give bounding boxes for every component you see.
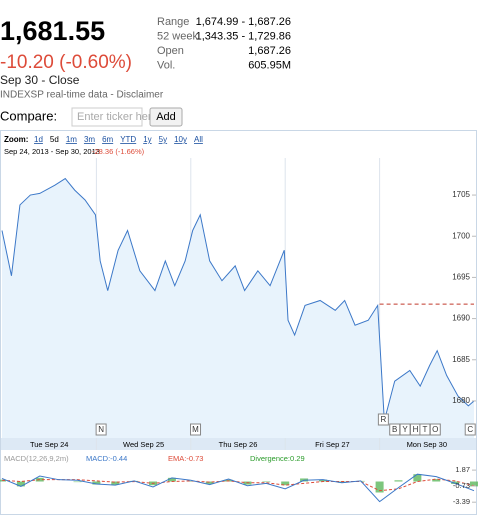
flag-label: T (422, 425, 427, 434)
zoom-option[interactable]: All (194, 135, 203, 144)
flag[interactable] (464, 423, 476, 436)
compare-placeholder: Enter ticker here (77, 111, 158, 123)
y-tick-label: 1685 (452, 355, 470, 364)
x-tick-label: Tue Sep 24 (30, 440, 69, 449)
flag-label: R (380, 415, 386, 424)
flag-label: C (467, 425, 473, 434)
flag[interactable] (190, 423, 202, 436)
price: 1,681.55 (0, 16, 105, 46)
y-tick-label: 1690 (452, 314, 470, 323)
plot: Tue Sep 24 Wed Sep 25 Thu Sep 26 Fri Sep 27… (0, 158, 478, 506)
stat-label: 52 week (157, 30, 198, 42)
stat-label: Vol. (157, 59, 175, 71)
y-tick-label: 1700 (452, 231, 470, 240)
add-button[interactable] (149, 107, 183, 127)
stat-label: Open (157, 45, 184, 57)
macd-y-tick-label: -0.73 (453, 481, 470, 490)
macd-y-tick-label: 1.87 (455, 465, 470, 474)
zoom-option[interactable]: 5y (159, 135, 167, 144)
flag[interactable] (95, 423, 107, 436)
x-tick-label: Fri Sep 27 (315, 440, 350, 449)
divergence-label: Divergence:0.29 (250, 454, 305, 463)
change: -10.20 (-0.60%) (0, 52, 132, 73)
stat-value: 1,343.35 - 1,729.86 (196, 30, 291, 42)
divergence-bar (318, 479, 327, 482)
x-tick-label: Wed Sep 25 (123, 440, 164, 449)
divergence-bar (92, 481, 101, 485)
divergence-bar (375, 481, 384, 493)
stats: Range 1,674.99 - 1,687.26 52 week1,343.35 … (157, 16, 291, 72)
divergence-bar (394, 480, 403, 482)
ema-label: EMA:-0.73 (168, 454, 203, 463)
stat-value: 1,687.26 (248, 45, 291, 57)
divergence-bar (451, 481, 460, 484)
divergence-bar (432, 479, 441, 482)
price-line (1, 177, 475, 421)
divergence-bar (205, 481, 214, 484)
macd-label: MACD:-0.44 (86, 454, 127, 463)
divergence-bar (16, 481, 25, 487)
flag-label: Y (402, 425, 408, 434)
range: Sep 24, 2013 - Sep 30, 2013 (4, 147, 100, 156)
stat-value: 1,674.99 - 1,687.26 (196, 16, 291, 28)
flag[interactable] (429, 423, 441, 436)
zoom-label: Zoom: (4, 135, 28, 144)
zoom-option[interactable]: 5d (50, 135, 59, 144)
zoom-option[interactable]: 1y (143, 135, 151, 144)
divergence-bar (337, 481, 346, 483)
price-area (2, 178, 474, 438)
compare-label: Compare: (0, 108, 57, 123)
macd-y-tick-label: -3.39 (453, 497, 470, 506)
zoom-options: 1d 5d 1m 3m 6m YTD 1y 5y 10y All (34, 135, 203, 144)
divergence-bar (281, 481, 290, 486)
x-tick-label: Thu Sep 26 (219, 440, 258, 449)
zoom-option[interactable]: 1d (34, 135, 43, 144)
macd-line (1, 473, 475, 503)
range-change: -28.36 (-1.66%) (92, 147, 145, 156)
stat-label: Range (157, 16, 189, 28)
flag-label: O (432, 425, 438, 434)
flag-label: B (392, 425, 397, 434)
macd-title: MACD(12,26,9,2m) (4, 454, 69, 463)
divergence-bar (186, 480, 195, 482)
stat-value: 605.95M (248, 59, 291, 71)
ema-line (1, 478, 475, 492)
divergence-bar (470, 481, 478, 487)
flag[interactable] (377, 413, 389, 426)
zoom-option[interactable]: 1m (66, 135, 77, 144)
zoom-option[interactable]: 3m (84, 135, 95, 144)
divergence-bar (73, 481, 82, 483)
add-button-label: Add (156, 111, 176, 123)
zoom-option[interactable]: 10y (174, 135, 187, 144)
date-band (1, 438, 476, 450)
flag-label: N (98, 425, 104, 434)
y-tick-label: 1695 (452, 273, 470, 282)
divergence-bar (413, 474, 422, 482)
compare-input[interactable] (71, 107, 143, 127)
flag-label: H (413, 425, 419, 434)
zoom-option[interactable]: 6m (102, 135, 113, 144)
status: Sep 30 - Close (0, 73, 80, 87)
divergence-bar (262, 481, 271, 483)
y-tick-label: 1705 (452, 190, 470, 199)
zoom-option[interactable]: YTD (120, 135, 136, 144)
source[interactable]: INDEXSP real-time data - Disclaimer (0, 90, 164, 101)
divergence-bar (111, 481, 120, 485)
divergence-bar (167, 477, 176, 482)
y-tick-label: 1680 (452, 396, 470, 405)
x-tick-label: Mon Sep 30 (407, 440, 447, 449)
flag-label: M (192, 425, 199, 434)
